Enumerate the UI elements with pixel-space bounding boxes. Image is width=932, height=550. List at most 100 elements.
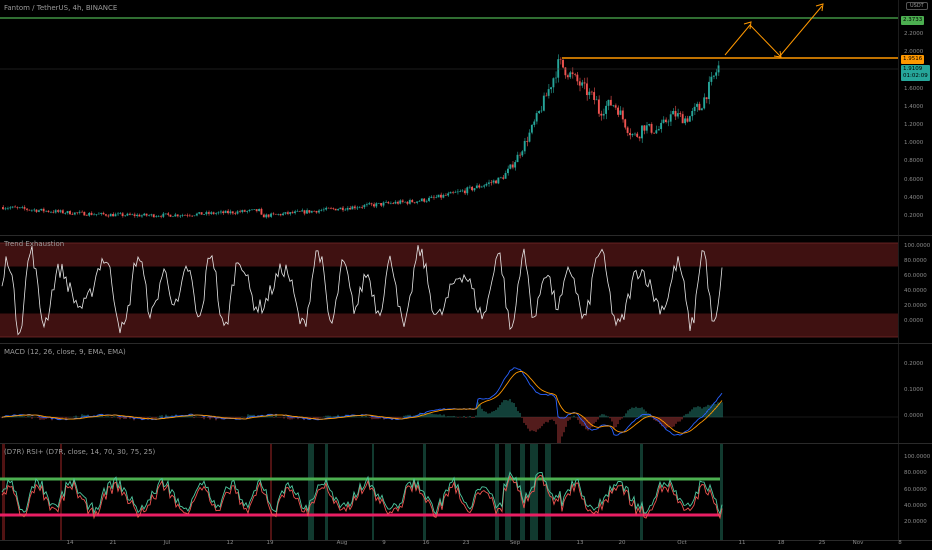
candle-body [16, 207, 19, 208]
candle-body [69, 211, 71, 215]
candle-body [325, 207, 327, 210]
macd-histogram-bar [525, 417, 527, 426]
projection-path [724, 5, 823, 57]
macd-histogram-bar [271, 415, 273, 418]
pane-separator[interactable] [0, 443, 932, 444]
macd-histogram-bar [189, 414, 191, 418]
candle-body [612, 105, 615, 106]
candle-body [296, 211, 299, 212]
macd-histogram-bar [409, 414, 411, 418]
macd-title[interactable]: MACD (12, 26, close, 9, EMA, EMA) [4, 348, 126, 356]
main-chart-pane[interactable]: Fantom / TetherUS, 4h, BINANCE USDT 2.20… [0, 0, 932, 235]
candle-body [652, 132, 655, 134]
macd-histogram-bar [565, 417, 567, 427]
candle-body [466, 187, 469, 194]
candle-body [542, 95, 545, 111]
time-axis-border [0, 540, 932, 541]
candle-body [167, 213, 170, 215]
pane-separator[interactable] [0, 235, 932, 236]
trend-exhaustion-title[interactable]: Trend Exhaustion [4, 240, 65, 248]
macd-histogram-bar [561, 417, 563, 437]
macd-histogram-bar [535, 417, 537, 432]
macd-histogram-bar [399, 417, 401, 418]
macd-histogram-bar [595, 417, 597, 422]
candle-body [9, 207, 12, 209]
macd-histogram-bar [499, 404, 501, 418]
candle-body [588, 91, 591, 96]
candle-body [4, 208, 7, 210]
trend-exhaustion-plot[interactable] [0, 236, 932, 343]
last-price-tag: 1.9109 01:02:09 [901, 65, 930, 81]
macd-histogram-bar [319, 417, 321, 418]
candle-body [483, 185, 485, 187]
candle-body [406, 201, 409, 204]
candle-body [133, 214, 136, 216]
rsi-signal-zone [308, 444, 314, 540]
candle-body [291, 212, 294, 214]
rsi-plot[interactable] [0, 444, 932, 540]
price-tick-label: 0.8000 [904, 158, 924, 165]
candle-body [461, 190, 464, 192]
macd-histogram-bar [279, 417, 281, 418]
macd-histogram-bar [585, 417, 587, 430]
candle-body [636, 133, 639, 137]
candle-body [463, 190, 466, 194]
candle-body [416, 201, 418, 203]
arrow-head [773, 50, 782, 58]
pane-separator[interactable] [0, 343, 932, 344]
candle-body [150, 214, 153, 216]
candle-body [459, 191, 462, 192]
symbol-title[interactable]: Fantom / TetherUS, 4h, BINANCE [4, 4, 118, 12]
candle-body [686, 118, 689, 122]
rsi-signal-zone [372, 444, 374, 540]
candle-body [583, 82, 586, 84]
macd-histogram-bar [613, 417, 615, 430]
macd-histogram-bar [705, 406, 707, 418]
candle-body [444, 195, 447, 196]
candle-body [590, 91, 593, 93]
time-tick-label: 11 [738, 540, 746, 546]
macd-histogram-bar [629, 408, 631, 418]
macd-histogram-bar [503, 400, 505, 418]
candle-body [533, 121, 536, 125]
macd-histogram-bar [541, 417, 543, 427]
candle-body [248, 209, 251, 211]
macd-histogram-bar [207, 417, 209, 419]
macd-histogram-bar [25, 417, 27, 418]
candle-body [569, 72, 572, 78]
currency-badge[interactable]: USDT [906, 2, 928, 10]
macd-plot[interactable] [0, 344, 932, 443]
rsi-title[interactable]: (D7R) RSI+ (D7R, close, 14, 70, 30, 75, … [4, 448, 156, 456]
candle-body [392, 203, 395, 204]
macd-histogram-bar [505, 400, 507, 418]
candle-body [700, 108, 703, 111]
macd-histogram-bar [643, 409, 645, 418]
macd-tick-label: 0.1000 [904, 387, 924, 393]
macd-histogram-bar [567, 417, 569, 421]
macd-histogram-bar [287, 417, 289, 420]
candle-body [413, 202, 416, 203]
macd-histogram-bar [529, 417, 531, 432]
macd-histogram-bar [105, 416, 107, 418]
candle-body [6, 208, 9, 209]
macd-histogram-bar [615, 417, 617, 428]
price-candles[interactable] [0, 0, 932, 235]
macd-histogram-bar [423, 414, 425, 418]
macd-histogram-bar [429, 413, 431, 418]
macd-histogram-bar [673, 417, 675, 427]
trend-exhaustion-pane[interactable]: Trend Exhaustion 100.0000 80.0000 60.0000 4… [0, 236, 932, 343]
candle-body [21, 207, 24, 208]
macd-pane[interactable]: MACD (12, 26, close, 9, EMA, EMA) 0.2000… [0, 344, 932, 443]
candle-body [231, 211, 234, 214]
rsi-signal-zone [520, 444, 525, 540]
macd-histogram-bar [159, 415, 161, 418]
candle-body [660, 122, 663, 130]
macd-histogram-bar [707, 404, 709, 418]
macd-histogram-bar [457, 417, 459, 418]
rsi-pane[interactable]: (D7R) RSI+ (D7R, close, 14, 70, 30, 75, … [0, 444, 932, 540]
candle-body [657, 129, 660, 131]
time-tick-label: 13 [576, 540, 584, 546]
trend-tick-label: 60.0000 [904, 273, 927, 279]
candle-body [480, 186, 483, 188]
candle-body [672, 111, 675, 115]
